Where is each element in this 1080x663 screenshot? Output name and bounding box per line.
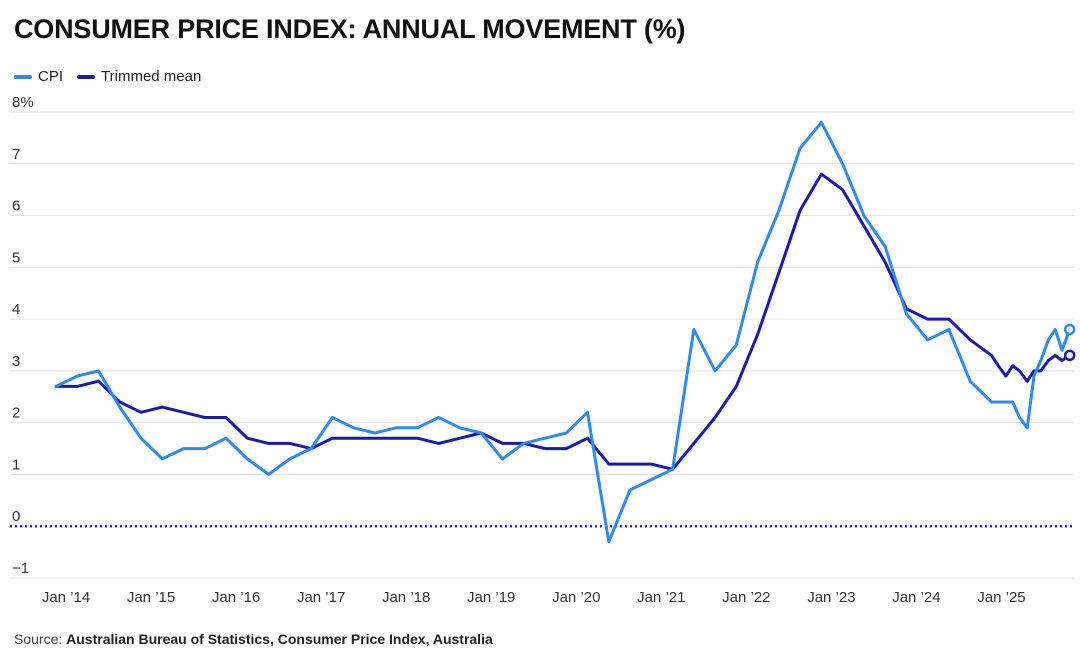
series-endpoint-trimmed-mean (1063, 349, 1076, 362)
series-line-trimmed-mean (54, 172, 1072, 471)
y-tick-label: −1 (12, 560, 29, 577)
x-tick-label: Jan ’25 (977, 589, 1025, 606)
y-tick-label: 3 (12, 353, 20, 370)
x-tick-label: Jan ’16 (212, 589, 260, 606)
y-tick-label: 8% (12, 94, 34, 111)
legend-item-cpi: CPI (14, 68, 63, 85)
legend-label-trimmed-mean: Trimmed mean (101, 68, 202, 85)
y-tick-label: 7 (12, 146, 20, 163)
legend-item-trimmed-mean: Trimmed mean (77, 68, 201, 85)
x-tick-label: Jan ’21 (637, 589, 685, 606)
y-tick-label: 2 (12, 405, 20, 422)
x-tick-label: Jan ’20 (552, 589, 600, 606)
x-tick-label: Jan ’23 (807, 589, 855, 606)
legend-label-cpi: CPI (38, 68, 64, 85)
legend-swatch-cpi (14, 74, 32, 79)
chart-legend: CPI Trimmed mean (14, 68, 215, 85)
x-tick-label: Jan ’24 (892, 589, 940, 606)
x-tick-label: Jan ’22 (722, 589, 770, 606)
y-tick-label: 1 (12, 456, 20, 473)
y-tick-label: 4 (12, 301, 20, 318)
legend-swatch-trimmed-mean (77, 74, 96, 79)
y-tick-label: 6 (12, 198, 20, 215)
x-tick-label: Jan ’14 (42, 589, 90, 606)
series-line-cpi (54, 120, 1072, 544)
chart-title: CONSUMER PRICE INDEX: ANNUAL MOVEMENT (%… (14, 14, 686, 44)
y-tick-label: 5 (12, 249, 20, 266)
source-note: Source: Australian Bureau of Statistics,… (14, 631, 493, 647)
source-text: Australian Bureau of Statistics, Consume… (66, 631, 493, 647)
x-tick-label: Jan ’19 (467, 589, 515, 606)
x-tick-label: Jan ’18 (382, 589, 430, 606)
series-endpoint-cpi (1063, 323, 1076, 336)
y-tick-label: 0 (12, 508, 20, 525)
x-tick-label: Jan ’15 (127, 589, 175, 606)
x-tick-label: Jan ’17 (297, 589, 345, 606)
source-prefix: Source: (14, 631, 63, 647)
